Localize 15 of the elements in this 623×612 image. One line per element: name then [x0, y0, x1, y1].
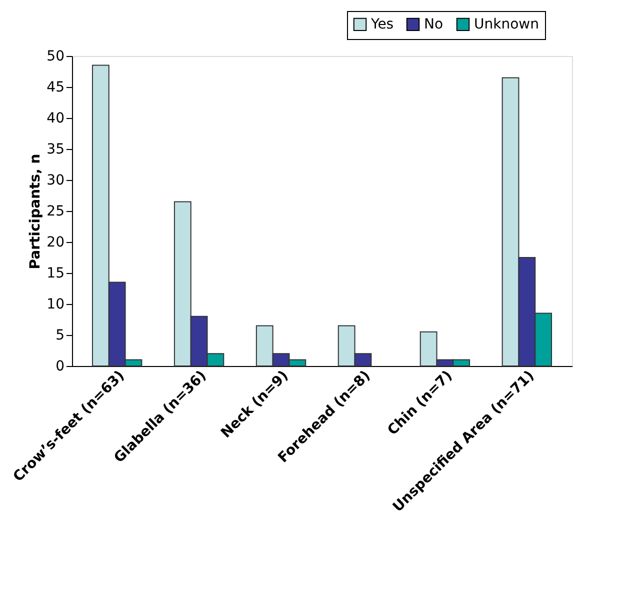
- legend-label: No: [424, 16, 444, 32]
- y-tick-label: 40: [46, 110, 64, 126]
- y-tick-label: 30: [46, 172, 64, 188]
- y-tick-label: 35: [46, 142, 64, 158]
- y-tick-label: 20: [46, 234, 64, 250]
- legend-label: Unknown: [474, 16, 539, 32]
- y-axis-title: Participants, n: [28, 154, 44, 270]
- legend-label: Yes: [370, 16, 394, 32]
- y-tick-label: 10: [46, 296, 64, 312]
- y-tick-label: 15: [46, 266, 64, 282]
- y-tick-label: 45: [46, 80, 64, 96]
- y-tick-label: 0: [56, 358, 64, 374]
- y-tick-label: 25: [46, 204, 64, 220]
- y-tick-label: 50: [46, 48, 64, 64]
- y-tick-label: 5: [56, 328, 64, 344]
